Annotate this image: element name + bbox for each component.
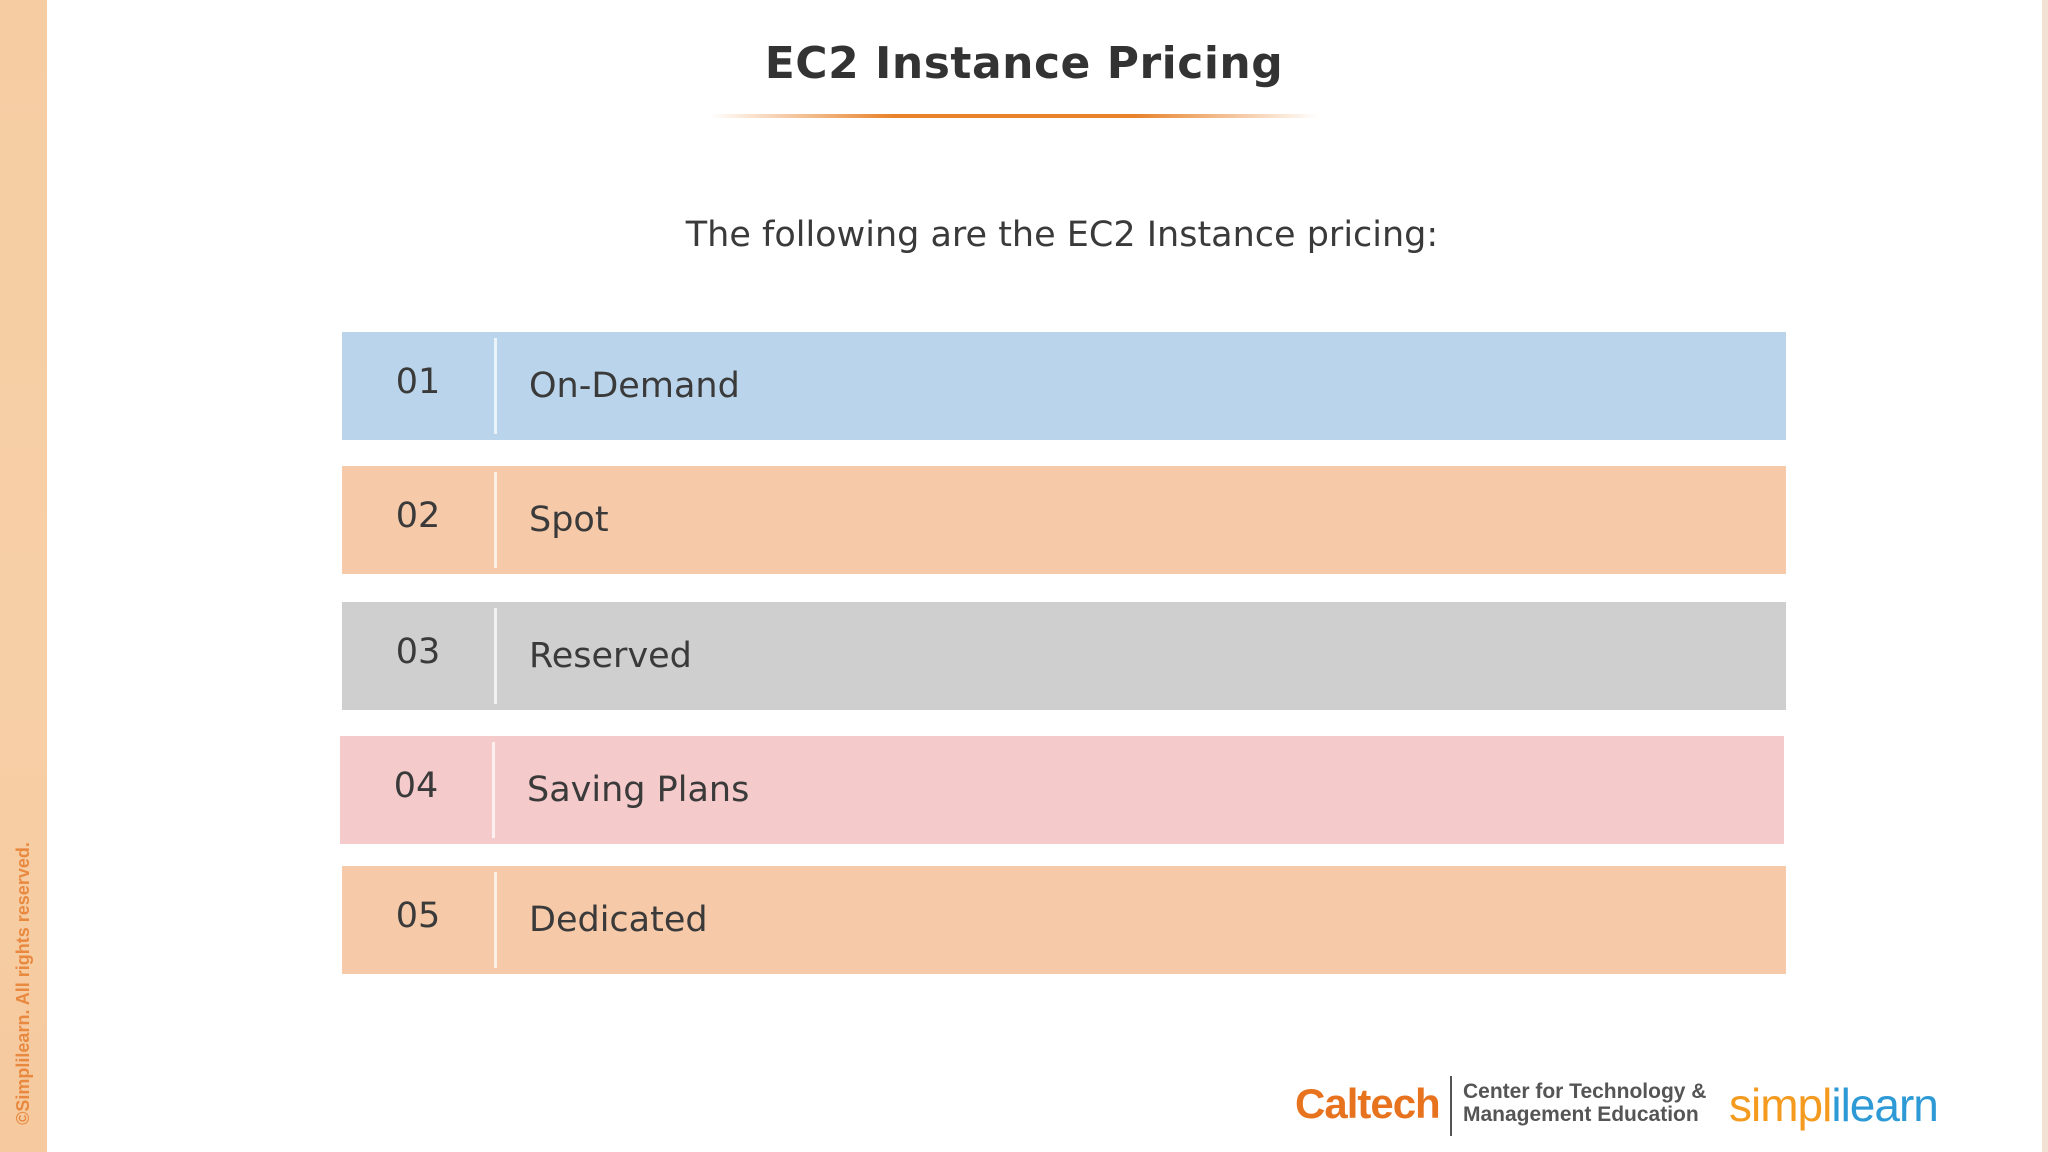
- ctme-line-1: Center for Technology &: [1463, 1080, 1707, 1103]
- pricing-row-number: 04: [393, 766, 439, 806]
- row-divider: [492, 742, 495, 838]
- row-divider: [494, 472, 497, 568]
- pricing-row-spot: 02 Spot: [342, 466, 1786, 574]
- pricing-row-on-demand: 01 On-Demand: [342, 332, 1786, 440]
- pricing-row-dedicated: 05 Dedicated: [342, 866, 1786, 974]
- pricing-row-label: Saving Plans: [527, 770, 750, 810]
- footer-logos: Caltech Center for Technology & Manageme…: [1295, 1072, 1939, 1136]
- pricing-row-reserved: 03 Reserved: [342, 602, 1786, 710]
- pricing-row-number: 03: [395, 632, 441, 672]
- title-underline: [710, 114, 1318, 118]
- pricing-row-number: 02: [395, 496, 441, 536]
- left-accent-bar: [0, 0, 47, 1152]
- copyright-notice: ©Simplilearn. All rights reserved.: [11, 834, 35, 1134]
- row-divider: [494, 872, 497, 968]
- logo-divider: [1450, 1076, 1452, 1136]
- simplilearn-logo-part2: ilearn: [1831, 1079, 1939, 1131]
- pricing-row-label: On-Demand: [529, 366, 740, 406]
- pricing-row-number: 05: [395, 896, 441, 936]
- ctme-logo-text: Center for Technology & Management Educa…: [1463, 1080, 1706, 1126]
- row-divider: [494, 338, 497, 434]
- right-edge-strip: [2042, 0, 2048, 1152]
- caltech-logo: Caltech: [1295, 1080, 1441, 1127]
- pricing-row-label: Dedicated: [529, 900, 708, 940]
- pricing-row-label: Spot: [529, 500, 609, 540]
- simplilearn-logo-part1: simpl: [1729, 1079, 1832, 1131]
- pricing-row-label: Reserved: [529, 636, 692, 676]
- row-divider: [494, 608, 497, 704]
- simplilearn-logo: simplilearn: [1729, 1078, 1939, 1132]
- slide-title: EC2 Instance Pricing: [764, 38, 1284, 89]
- ctme-line-2: Management Education: [1463, 1103, 1699, 1126]
- pricing-row-number: 01: [395, 362, 441, 402]
- pricing-row-saving-plans: 04 Saving Plans: [340, 736, 1784, 844]
- copyright-text: ©Simplilearn. All rights reserved.: [12, 842, 33, 1125]
- intro-text: The following are the EC2 Instance prici…: [685, 215, 1439, 255]
